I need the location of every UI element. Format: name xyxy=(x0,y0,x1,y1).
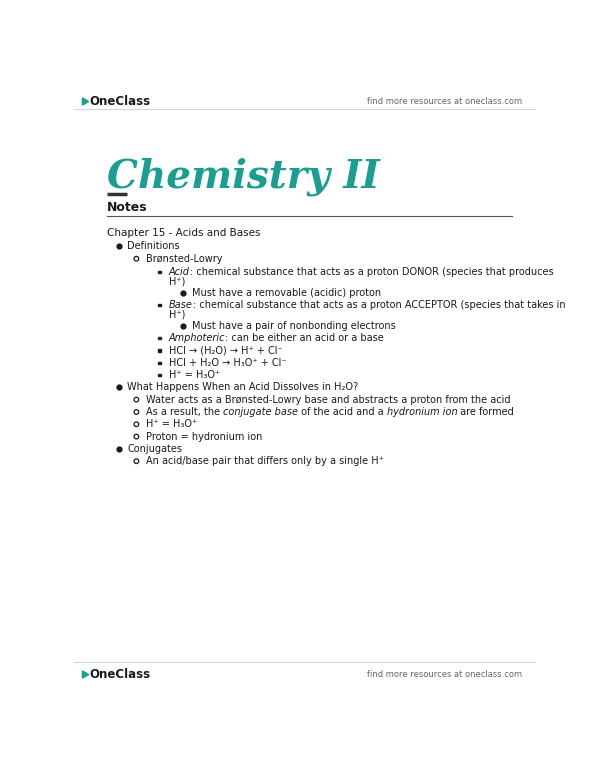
Text: HCl + H₂O → H₃O⁺ + Cl⁻: HCl + H₂O → H₃O⁺ + Cl⁻ xyxy=(169,358,286,367)
Text: find more resources at oneclass.com: find more resources at oneclass.com xyxy=(367,670,522,679)
Text: Chemistry II: Chemistry II xyxy=(107,158,380,196)
Text: H⁺): H⁺) xyxy=(169,277,185,286)
Text: Must have a pair of nonbonding electrons: Must have a pair of nonbonding electrons xyxy=(192,321,396,330)
Text: Water acts as a Brønsted-Lowry base and abstracts a proton from the acid: Water acts as a Brønsted-Lowry base and … xyxy=(146,395,510,404)
Text: An acid/base pair that differs only by a single H⁺: An acid/base pair that differs only by a… xyxy=(146,457,384,466)
Text: Brønsted-Lowry: Brønsted-Lowry xyxy=(146,254,222,263)
Bar xyxy=(158,373,161,376)
Text: are formed: are formed xyxy=(458,407,514,417)
Text: H⁺ = H₃O⁺: H⁺ = H₃O⁺ xyxy=(146,420,197,429)
Text: conjugate base: conjugate base xyxy=(223,407,298,417)
Text: Proton = hydronium ion: Proton = hydronium ion xyxy=(146,432,262,441)
Bar xyxy=(158,361,161,363)
Bar xyxy=(158,349,161,351)
Text: OneClass: OneClass xyxy=(89,668,150,681)
Text: : chemical substance that acts as a proton ACCEPTOR (species that takes in: : chemical substance that acts as a prot… xyxy=(193,300,565,310)
Text: HCl → (H₂O) → H⁺ + Cl⁻: HCl → (H₂O) → H⁺ + Cl⁻ xyxy=(169,346,283,355)
Text: of the acid and a: of the acid and a xyxy=(298,407,387,417)
Bar xyxy=(158,270,161,273)
Text: H⁺): H⁺) xyxy=(169,310,185,320)
Bar xyxy=(158,303,161,306)
Bar xyxy=(158,336,161,339)
Text: Definitions: Definitions xyxy=(127,242,180,251)
Text: Conjugates: Conjugates xyxy=(127,444,182,454)
Text: H⁺ = H₃O⁺: H⁺ = H₃O⁺ xyxy=(169,370,220,380)
Text: : can be either an acid or a base: : can be either an acid or a base xyxy=(226,333,384,343)
Text: hydronium ion: hydronium ion xyxy=(387,407,458,417)
Text: Amphoteric: Amphoteric xyxy=(169,333,226,343)
Text: As a result, the: As a result, the xyxy=(146,407,223,417)
Text: Notes: Notes xyxy=(107,202,148,214)
Text: Must have a removable (acidic) proton: Must have a removable (acidic) proton xyxy=(192,288,381,297)
Text: : chemical substance that acts as a proton DONOR (species that produces: : chemical substance that acts as a prot… xyxy=(190,267,553,276)
Text: What Happens When an Acid Dissolves in H₂O?: What Happens When an Acid Dissolves in H… xyxy=(127,383,358,392)
Text: find more resources at oneclass.com: find more resources at oneclass.com xyxy=(367,97,522,106)
Text: Chapter 15 - Acids and Bases: Chapter 15 - Acids and Bases xyxy=(107,228,261,237)
Text: OneClass: OneClass xyxy=(89,95,150,108)
Text: Base: Base xyxy=(169,300,193,310)
Text: Acid: Acid xyxy=(169,267,190,276)
